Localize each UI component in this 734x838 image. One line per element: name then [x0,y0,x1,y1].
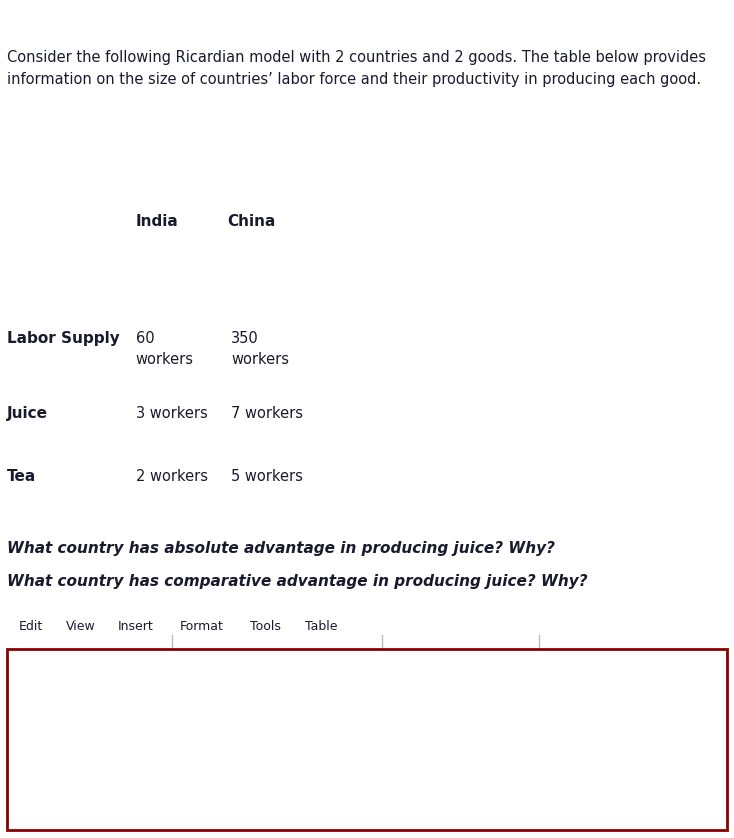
Text: 12pt: 12pt [18,660,46,674]
Text: Paragraph: Paragraph [66,660,127,674]
Text: ∨: ∨ [143,659,150,669]
Text: 7 workers: 7 workers [231,406,303,422]
Text: ∨: ∨ [415,659,423,669]
Text: What country has absolute advantage in producing juice? Why?: What country has absolute advantage in p… [7,541,556,556]
Text: Tools: Tools [250,620,280,634]
Text: 2: 2 [358,665,365,675]
Text: 3 workers: 3 workers [136,406,208,422]
Text: Juice: Juice [7,406,48,422]
Text: Tea: Tea [7,469,37,484]
Text: ∨: ∨ [524,659,531,669]
Text: Consider the following Ricardian model with 2 countries and 2 goods. The table b: Consider the following Ricardian model w… [7,50,706,87]
Text: 60
workers: 60 workers [136,331,194,367]
FancyBboxPatch shape [7,649,727,830]
Text: 📄: 📄 [503,660,511,675]
Text: Labor Supply: Labor Supply [7,331,120,346]
Text: Format: Format [180,620,224,634]
Text: 🔗: 🔗 [392,660,400,675]
Text: 350
workers: 350 workers [231,331,289,367]
Text: ∨: ∨ [50,659,57,669]
Text: T: T [344,660,353,675]
Text: What country has comparative advantage in producing juice? Why?: What country has comparative advantage i… [7,574,588,589]
Text: B: B [184,660,197,678]
Text: Insert: Insert [117,620,153,634]
Text: A: A [268,660,279,678]
Text: ∨: ∨ [366,659,373,669]
Text: ∨: ∨ [488,659,495,669]
Text: ∨: ∨ [454,659,461,669]
Text: I: I [217,660,222,678]
Text: View: View [66,620,96,634]
Text: China: China [228,214,276,229]
Text: ∨: ∨ [327,659,334,669]
Text: 🖼: 🖼 [430,660,438,675]
Text: 2 workers: 2 workers [136,469,208,484]
Text: U: U [241,660,253,678]
Text: Edit: Edit [18,620,43,634]
Text: ⋮: ⋮ [549,660,567,678]
Text: ∨: ∨ [286,659,294,669]
Text: 5 workers: 5 workers [231,469,303,484]
Text: ☐: ☐ [468,660,481,675]
Text: India: India [136,214,178,229]
Text: Table: Table [305,620,337,634]
Text: ✏: ✏ [305,660,316,675]
